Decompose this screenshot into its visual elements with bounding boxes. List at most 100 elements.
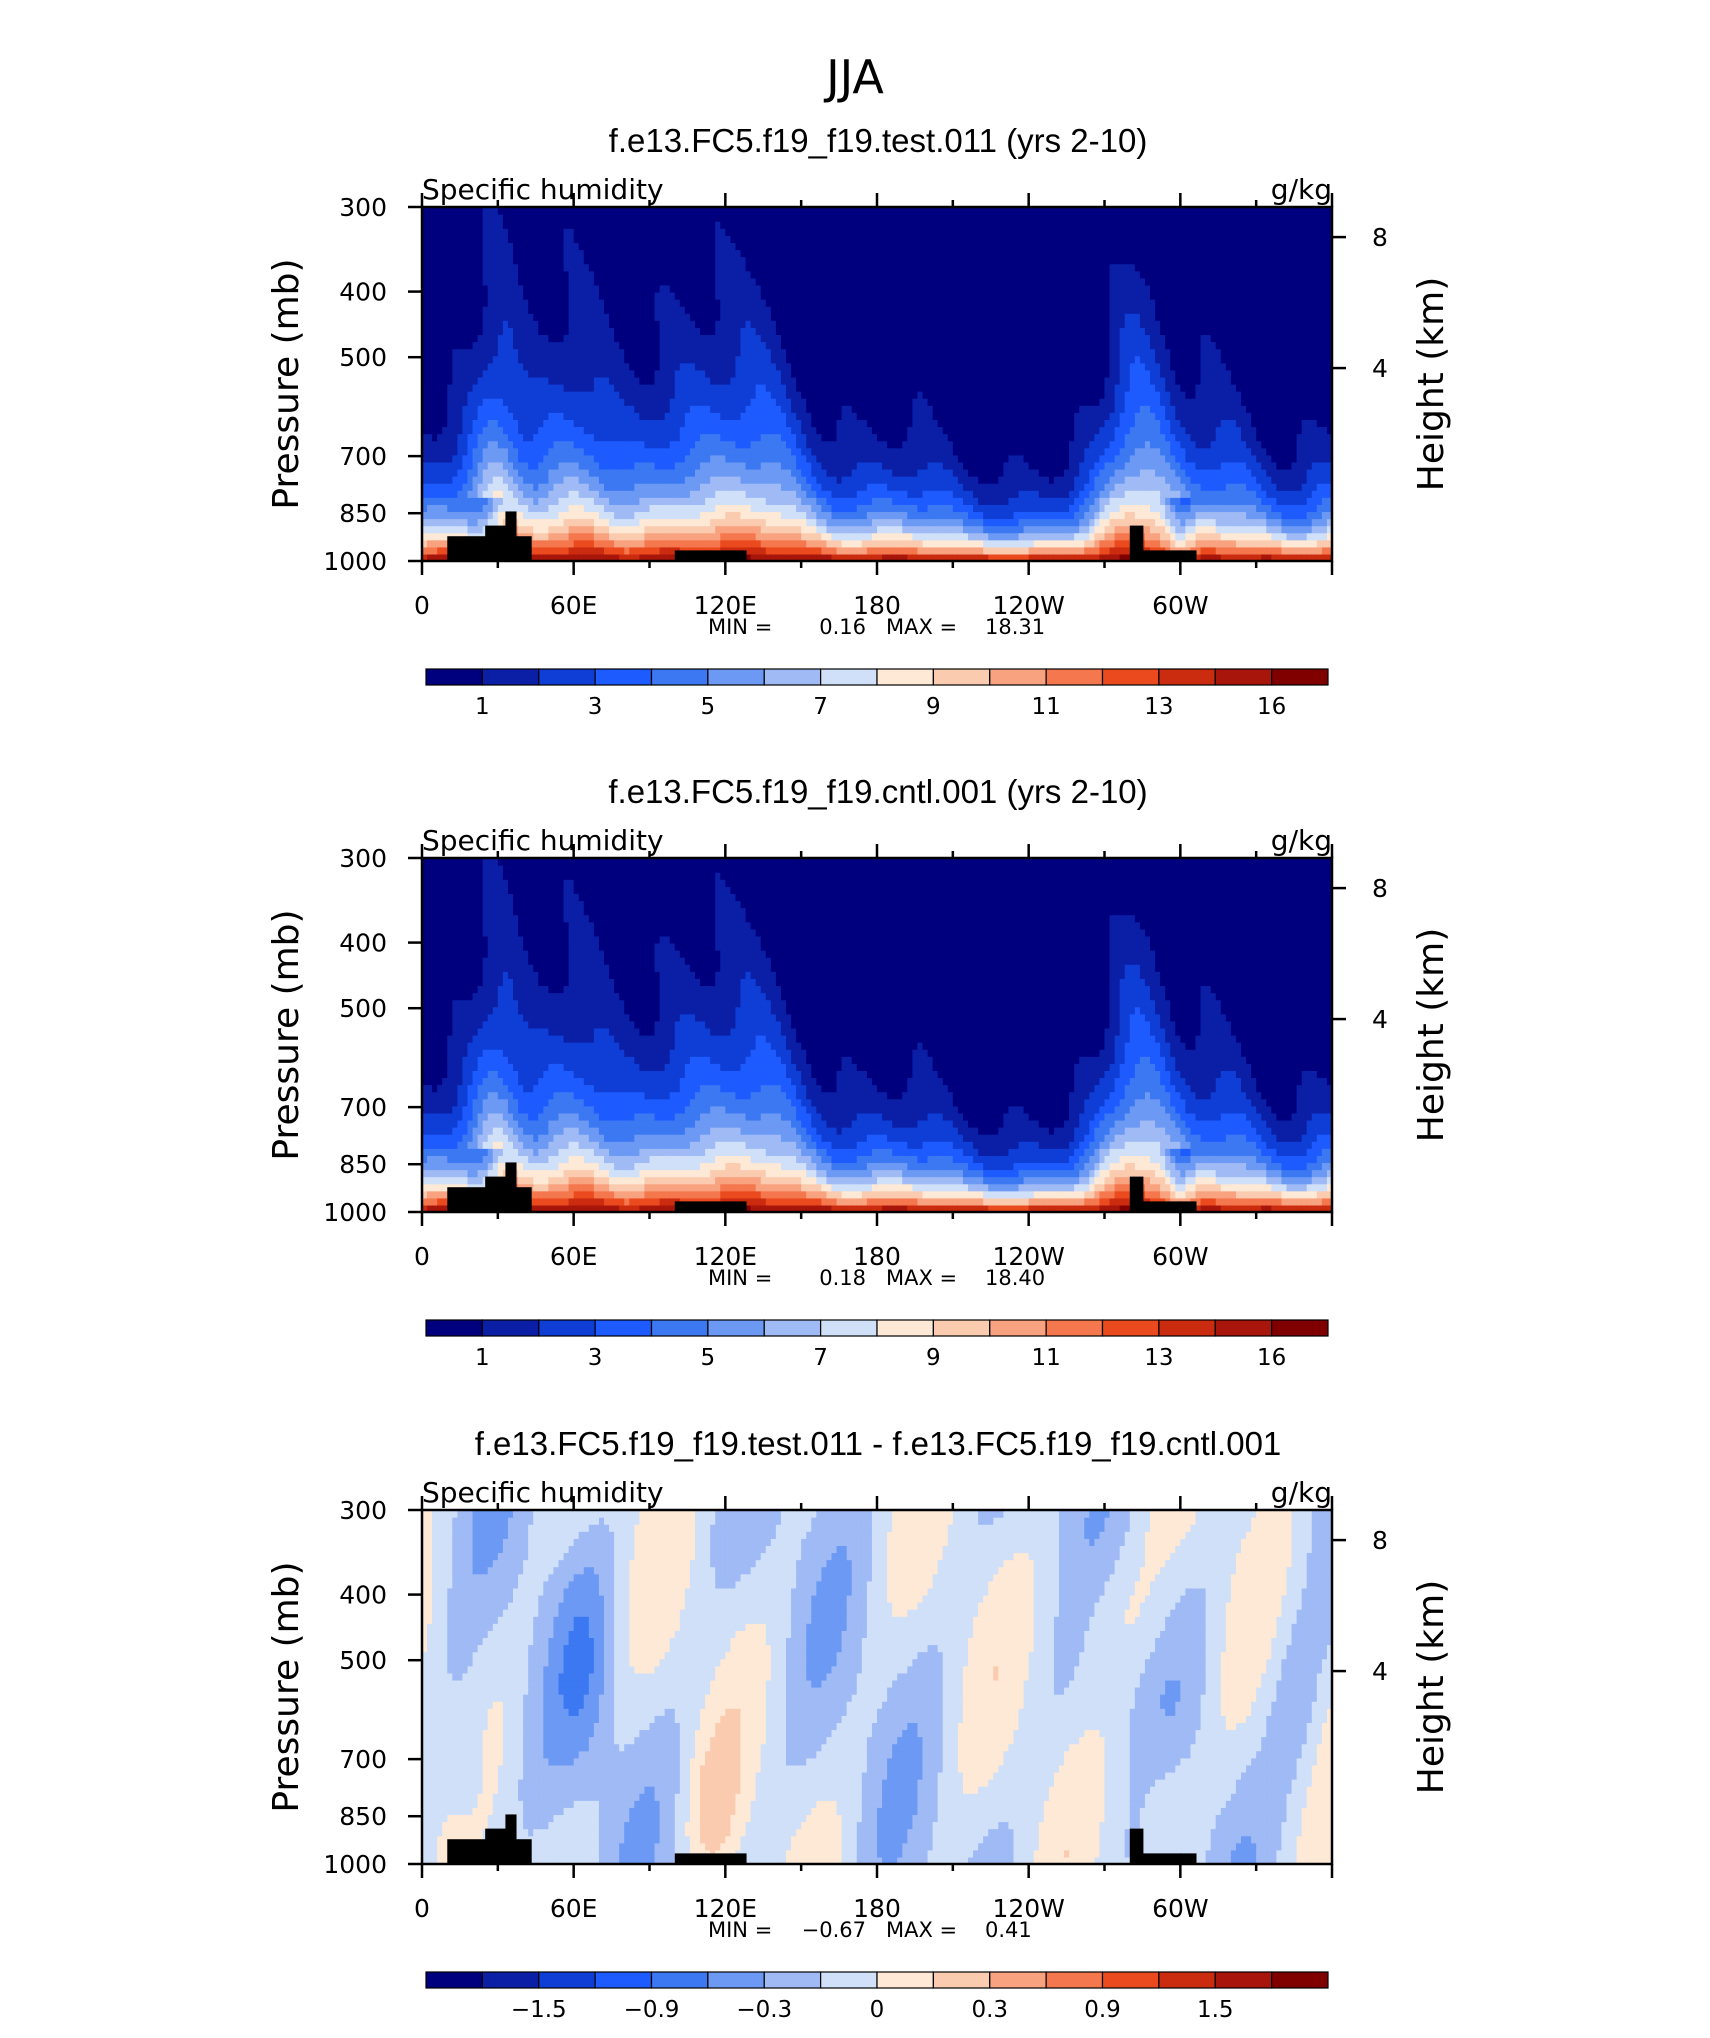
field-cell: [498, 264, 504, 272]
field-cell: [675, 391, 681, 399]
field-cell: [751, 377, 757, 385]
field-cell: [680, 214, 686, 222]
field-cell: [619, 490, 625, 498]
field-cell: [766, 242, 772, 250]
field-cell: [508, 419, 514, 427]
field-cell: [695, 242, 701, 250]
field-cell: [776, 476, 782, 484]
field-cell: [781, 342, 787, 350]
field-cell: [513, 497, 519, 505]
field-cell: [821, 235, 827, 243]
field-cell: [650, 547, 656, 555]
field-cell: [705, 504, 711, 512]
field-cell: [543, 547, 549, 555]
field-cell: [735, 483, 741, 491]
field-cell: [548, 526, 554, 534]
field-cell: [609, 483, 615, 491]
field-cell: [468, 526, 474, 534]
field-cell: [816, 476, 822, 484]
field-cell: [513, 490, 519, 498]
field-cell: [826, 349, 832, 357]
field-cell: [538, 370, 544, 378]
field-cell: [685, 526, 691, 534]
field-cell: [427, 334, 433, 342]
field-cell: [473, 412, 479, 420]
field-cell: [655, 483, 661, 491]
field-cell: [599, 292, 605, 300]
field-cell: [675, 292, 681, 300]
field-cell: [720, 455, 726, 463]
field-cell: [741, 214, 747, 222]
field-cell: [634, 377, 640, 385]
field-cell: [705, 363, 711, 371]
field-cell: [538, 511, 544, 519]
field-cell: [462, 384, 468, 392]
field-cell: [660, 342, 666, 350]
field-cell: [629, 497, 635, 505]
field-cell: [427, 547, 433, 555]
field-cell: [786, 327, 792, 335]
field-cell: [604, 526, 610, 534]
field-cell: [564, 214, 570, 222]
field-cell: [559, 384, 565, 392]
field-cell: [700, 540, 706, 548]
field-cell: [685, 398, 691, 406]
field-cell: [442, 356, 448, 364]
field-cell: [584, 320, 590, 328]
field-cell: [639, 306, 645, 314]
field-cell: [675, 334, 681, 342]
field-cell: [776, 398, 782, 406]
field-cell: [761, 349, 767, 357]
field-cell: [564, 257, 570, 265]
field-cell: [761, 306, 767, 314]
field-cell: [730, 242, 736, 250]
field-cell: [498, 497, 504, 505]
field-cell: [776, 448, 782, 456]
field-cell: [655, 533, 661, 541]
field-cell: [650, 405, 656, 413]
field-cell: [543, 476, 549, 484]
field-cell: [579, 490, 585, 498]
field-cell: [564, 540, 570, 548]
field-cell: [776, 504, 782, 512]
field-cell: [609, 363, 615, 371]
field-cell: [776, 306, 782, 314]
field-cell: [730, 264, 736, 272]
field-cell: [816, 426, 822, 434]
field-cell: [432, 235, 438, 243]
field-cell: [786, 242, 792, 250]
field-cell: [518, 349, 524, 357]
field-cell: [665, 292, 671, 300]
field-cell: [629, 370, 635, 378]
field-cell: [821, 228, 827, 236]
field-cell: [746, 455, 752, 463]
field-cell: [473, 249, 479, 257]
field-cell: [548, 469, 554, 477]
field-cell: [599, 526, 605, 534]
field-cell: [791, 490, 797, 498]
field-cell: [685, 228, 691, 236]
field-cell: [781, 356, 787, 364]
field-cell: [705, 405, 711, 413]
field-cell: [437, 249, 443, 257]
field-cell: [589, 405, 595, 413]
field-cell: [756, 511, 762, 519]
field-cell: [473, 476, 479, 484]
field-cell: [574, 434, 580, 442]
field-cell: [644, 264, 650, 272]
field-cell: [427, 384, 433, 392]
field-cell: [624, 483, 630, 491]
field-cell: [478, 511, 484, 519]
field-cell: [700, 504, 706, 512]
field-cell: [574, 391, 580, 399]
field-cell: [483, 483, 489, 491]
field-cell: [832, 398, 838, 406]
field-cell: [756, 434, 762, 442]
field-cell: [594, 320, 600, 328]
field-cell: [614, 441, 620, 449]
field-cell: [675, 285, 681, 293]
field-cell: [584, 214, 590, 222]
field-cell: [594, 483, 600, 491]
field-cell: [700, 228, 706, 236]
field-cell: [493, 285, 499, 293]
